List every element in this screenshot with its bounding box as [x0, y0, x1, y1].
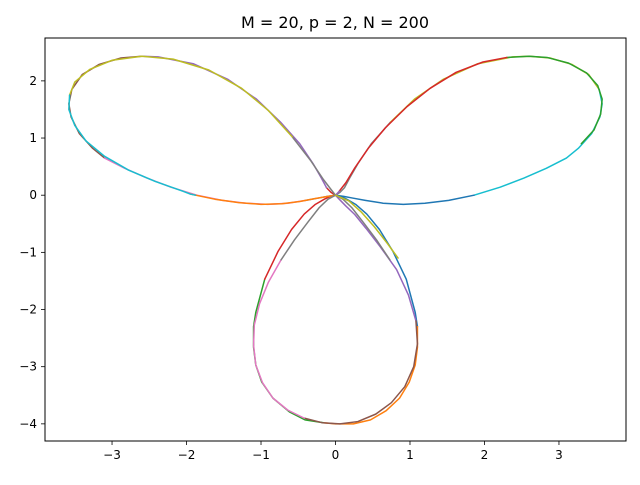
curve-segment-20: [68, 94, 197, 196]
x-tick-label: 0: [332, 448, 340, 462]
y-tick-label: 2: [29, 74, 37, 88]
curve-segment-22: [334, 194, 399, 259]
x-tick-label: 1: [406, 448, 414, 462]
x-axis: −3 −2 −1 0 1 2 3: [103, 441, 563, 462]
y-tick-label: 0: [29, 188, 37, 202]
curve-segment-18: [280, 136, 337, 261]
curve-segment-14: [338, 56, 508, 192]
x-tick-label: 2: [481, 448, 489, 462]
curve-segment-4: [263, 187, 337, 280]
curve-segment-19: [68, 55, 294, 138]
curve-segment-12: [189, 193, 337, 206]
curve-segment-16: [303, 320, 419, 425]
curve-segment-11: [331, 194, 475, 206]
y-tick-label: −1: [19, 245, 37, 259]
y-axis: −4 −3 −2 −1 0 1 2: [19, 74, 45, 431]
curve-segment-1: [334, 194, 419, 328]
curve-segment-15: [334, 190, 417, 322]
y-tick-label: −2: [19, 303, 37, 317]
y-tick-label: −3: [19, 360, 37, 374]
x-tick-label: −2: [178, 448, 196, 462]
chart-title: M = 20, p = 2, N = 200: [241, 13, 429, 32]
x-tick-label: −1: [252, 448, 270, 462]
curve-segment-17: [252, 259, 305, 419]
series-layer: [68, 55, 603, 425]
y-tick-label: 1: [29, 131, 37, 145]
y-tick-label: −4: [19, 417, 37, 431]
curve-segment-13: [506, 55, 603, 145]
x-tick-label: −3: [103, 448, 121, 462]
x-tick-label: 3: [555, 448, 563, 462]
